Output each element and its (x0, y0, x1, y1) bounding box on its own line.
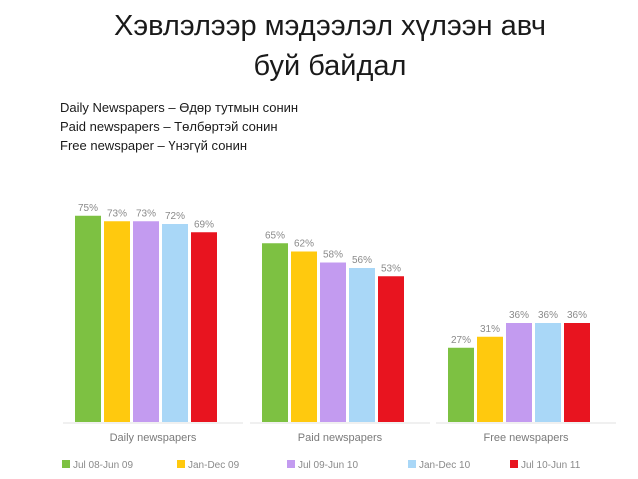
data-label: 65% (265, 230, 285, 241)
bar (535, 323, 561, 422)
data-label: 69% (194, 219, 214, 230)
data-label: 36% (509, 310, 529, 321)
bar (75, 215, 101, 422)
bar (448, 347, 474, 422)
bar (133, 221, 159, 422)
data-label: 36% (567, 310, 587, 321)
legend-swatch (287, 460, 295, 468)
data-label: 53% (381, 263, 401, 274)
slide-title-line1: Хэвлэлээр мэдээлэл хүлээн авч (114, 10, 546, 42)
bar (104, 221, 130, 422)
bar (564, 323, 590, 422)
notes-list: Daily Newspapers – Өдөр тутмын сонин Pai… (60, 98, 298, 155)
data-label: 75% (78, 203, 98, 214)
bar (477, 336, 503, 422)
bar (162, 224, 188, 422)
bar (191, 232, 217, 422)
legend-swatch (62, 460, 70, 468)
bar (378, 276, 404, 422)
bar (349, 268, 375, 422)
legend-swatch (177, 460, 185, 468)
bar (506, 323, 532, 422)
legend-swatch (510, 460, 518, 468)
legend-label: Jan-Dec 09 (188, 460, 240, 471)
slide-title-line2: буй байдал (253, 50, 407, 82)
bar (291, 251, 317, 422)
data-label: 73% (107, 208, 127, 219)
data-label: 58% (323, 250, 343, 261)
data-label: 27% (451, 335, 471, 346)
note-paid: Paid newspapers – Төлбөртэй сонин (60, 119, 278, 134)
legend-label: Jul 08-Jun 09 (73, 460, 133, 471)
category-label: Daily newspapers (110, 432, 197, 444)
slide-title: Хэвлэлээр мэдээлэл хүлээн авч буй байдал (60, 6, 600, 86)
note-daily: Daily Newspapers – Өдөр тутмын сонин (60, 100, 299, 115)
bar (320, 262, 346, 422)
legend-label: Jul 10-Jun 11 (521, 460, 581, 471)
data-label: 36% (538, 310, 558, 321)
bar (262, 243, 288, 422)
legend-swatch (408, 460, 416, 468)
data-label: 31% (480, 324, 500, 335)
category-label: Free newspapers (484, 432, 569, 444)
data-label: 56% (352, 255, 372, 266)
category-label: Paid newspapers (298, 432, 383, 444)
data-label: 72% (165, 211, 185, 222)
note-free: Free newspaper – Үнэгүй сонин (60, 138, 248, 153)
legend-label: Jul 09-Jun 10 (298, 460, 358, 471)
legend-label: Jan-Dec 10 (419, 460, 471, 471)
data-label: 62% (294, 239, 314, 250)
data-label: 73% (136, 208, 156, 219)
